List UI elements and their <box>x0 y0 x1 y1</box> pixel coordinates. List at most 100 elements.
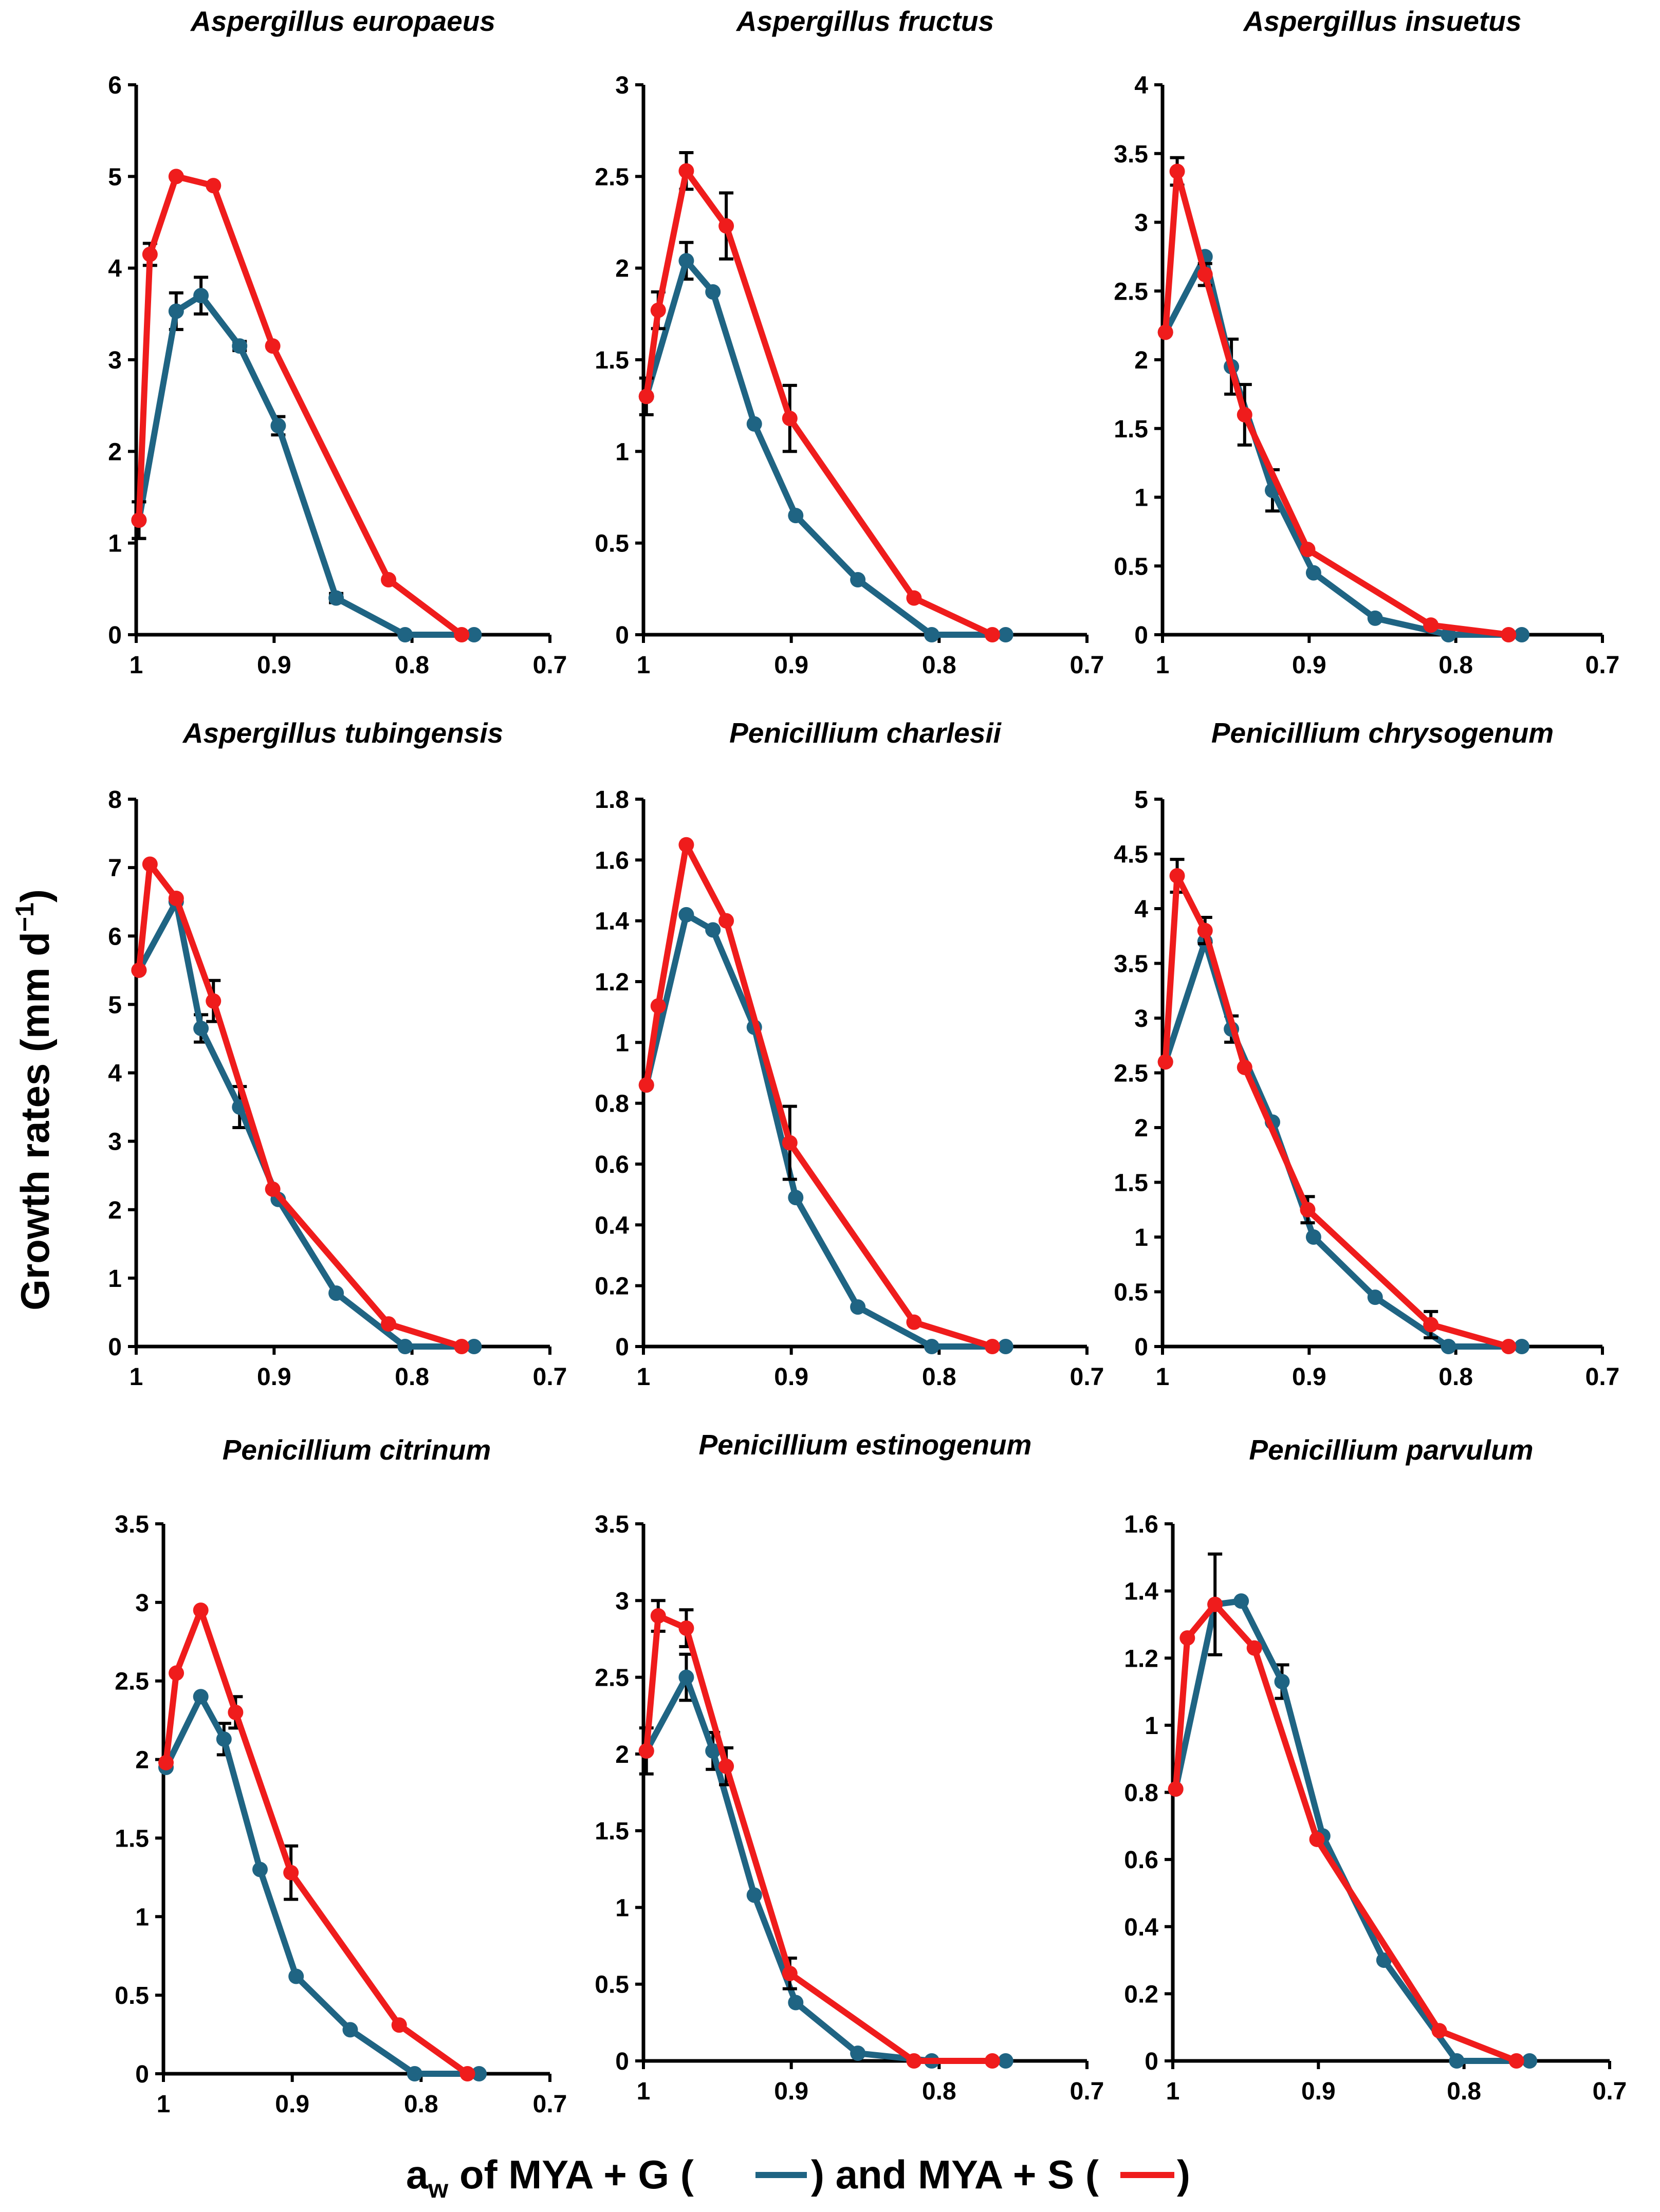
series-line-sorbitol <box>1162 168 1512 638</box>
y-tick-label: 5 <box>1134 786 1148 814</box>
x-tick-label: 0.7 <box>1070 2078 1104 2105</box>
x-tick-label: 0.9 <box>1292 1363 1326 1391</box>
data-point-glycerol <box>998 627 1013 642</box>
data-point-sorbitol <box>650 302 666 318</box>
y-tick-label: 2 <box>615 255 629 283</box>
data-point-glycerol <box>328 1285 344 1301</box>
data-point-glycerol <box>924 1339 939 1354</box>
y-tick-label: 3 <box>615 72 629 99</box>
y-tick-label: 1.5 <box>1114 416 1148 443</box>
data-point-sorbitol <box>1423 617 1439 633</box>
chart-panel: Aspergillus fructus 0 0.5 1 1.5 2 2.5 3 1 0.9 0.8 0… <box>595 5 1104 679</box>
data-point-sorbitol <box>1501 627 1517 642</box>
y-tick-label: 0.5 <box>595 530 629 558</box>
y-tick-label: 2 <box>615 1741 629 1768</box>
x-tick-label: 0.7 <box>1593 2078 1627 2105</box>
x-tick-label: 0.9 <box>774 1363 808 1391</box>
series-line-sorbitol <box>163 1607 471 2077</box>
data-point-sorbitol <box>1168 1781 1184 1797</box>
series-line-glycerol <box>163 1693 483 2077</box>
data-point-glycerol <box>397 1339 413 1354</box>
data-point-glycerol <box>1367 1289 1383 1305</box>
x-tick-label: 1 <box>157 2091 171 2118</box>
y-tick-label: 2 <box>135 1747 149 1774</box>
data-point-sorbitol <box>1157 324 1173 340</box>
data-point-glycerol <box>270 418 286 434</box>
data-point-glycerol <box>1376 1952 1392 1968</box>
data-point-sorbitol <box>906 2053 922 2069</box>
x-tick-label: 0.8 <box>922 1363 956 1391</box>
data-point-glycerol <box>788 1190 804 1206</box>
y-tick-label: 0.2 <box>1124 1981 1158 2008</box>
data-point-sorbitol <box>984 627 1000 642</box>
x-tick-label: 0.7 <box>1070 652 1104 679</box>
data-point-glycerol <box>1522 2053 1538 2069</box>
y-tick-label: 1.6 <box>595 847 629 874</box>
data-point-sorbitol <box>906 590 922 606</box>
x-tick-label: 0.7 <box>1070 1363 1104 1391</box>
data-point-glycerol <box>1441 1339 1456 1354</box>
x-tick-label: 1 <box>1166 2078 1180 2105</box>
data-point-glycerol <box>1449 2053 1465 2069</box>
data-point-sorbitol <box>1169 163 1185 179</box>
data-point-sorbitol <box>169 1665 185 1681</box>
y-tick-label: 0 <box>615 1334 629 1361</box>
data-point-glycerol <box>1514 1339 1530 1354</box>
y-tick-label: 3.5 <box>595 1511 629 1538</box>
y-tick-label: 2.5 <box>1114 1060 1148 1087</box>
x-tick-label: 1 <box>637 2078 651 2105</box>
y-tick-label: 3 <box>135 1590 149 1617</box>
data-point-glycerol <box>678 253 694 269</box>
y-tick-label: 0.6 <box>595 1151 629 1178</box>
y-tick-label: 1 <box>615 438 629 466</box>
chart-panel: Penicillium citrinum 0 0.5 1 1.5 2 2.5 3 3.5 1 0.9… <box>115 1434 567 2118</box>
data-point-sorbitol <box>454 1339 470 1354</box>
series-line-glycerol <box>136 898 477 1350</box>
data-point-glycerol <box>193 288 209 304</box>
data-point-sorbitol <box>1300 1202 1316 1218</box>
x-tick-label: 1 <box>1156 1363 1170 1391</box>
data-point-glycerol <box>1233 1593 1249 1609</box>
y-tick-label: 1 <box>135 1904 149 1931</box>
y-tick-label: 1 <box>1134 485 1148 512</box>
data-point-glycerol <box>328 590 344 606</box>
data-point-glycerol <box>850 2045 866 2061</box>
x-tick-label: 0.9 <box>257 1363 291 1391</box>
data-point-sorbitol <box>206 993 222 1009</box>
x-tick-label: 0.8 <box>395 652 429 679</box>
data-point-sorbitol <box>678 163 694 179</box>
data-point-glycerol <box>193 1020 209 1036</box>
svg-text:) and MYA + S (: ) and MYA + S ( <box>811 2152 1099 2197</box>
x-tick-label: 0.9 <box>1292 652 1326 679</box>
series-line-glycerol <box>136 292 477 638</box>
y-tick-label: 3 <box>1134 1005 1148 1033</box>
data-point-sorbitol <box>782 1965 798 1981</box>
y-tick-label: 0.4 <box>1124 1914 1158 1941</box>
data-point-glycerol <box>397 627 413 642</box>
data-point-sorbitol <box>131 512 147 528</box>
y-tick-label: 3.5 <box>1114 141 1148 168</box>
series-line-sorbitol <box>643 1613 995 2064</box>
y-tick-label: 1.5 <box>1114 1170 1148 1197</box>
y-tick-label: 0 <box>615 2048 629 2075</box>
chart-panel: Penicillium estinogenum 0 0.5 1 1.5 2 2.5 3 3.5 1… <box>595 1429 1104 2105</box>
y-tick-label: 1.6 <box>1124 1511 1158 1538</box>
y-tick-label: 4 <box>108 1060 122 1087</box>
chart-title: Aspergillus insuetus <box>1243 5 1522 37</box>
series-line-glycerol <box>1162 938 1525 1350</box>
data-point-sorbitol <box>381 572 397 587</box>
x-tick-label: 0.7 <box>1585 652 1620 679</box>
chart-panel: Penicillium chrysogenum 0 0.5 1 1.5 2 2.5 3 3.5 4… <box>1114 717 1619 1391</box>
data-point-sorbitol <box>158 1755 174 1771</box>
data-point-sorbitol <box>142 856 158 872</box>
y-tick-label: 1.4 <box>1124 1578 1158 1606</box>
svg-text:aw of MYA + G (: aw of MYA + G ( <box>406 2152 694 2203</box>
y-tick-label: 0.8 <box>1124 1780 1158 1807</box>
x-axis-label: aw of MYA + G ( ) and MYA + S ( ) <box>406 2152 1190 2203</box>
series-line-sorbitol <box>1162 873 1512 1350</box>
y-tick-label: 2.5 <box>595 1665 629 1692</box>
y-tick-label: 0.4 <box>595 1212 629 1239</box>
data-point-sorbitol <box>650 1608 666 1624</box>
